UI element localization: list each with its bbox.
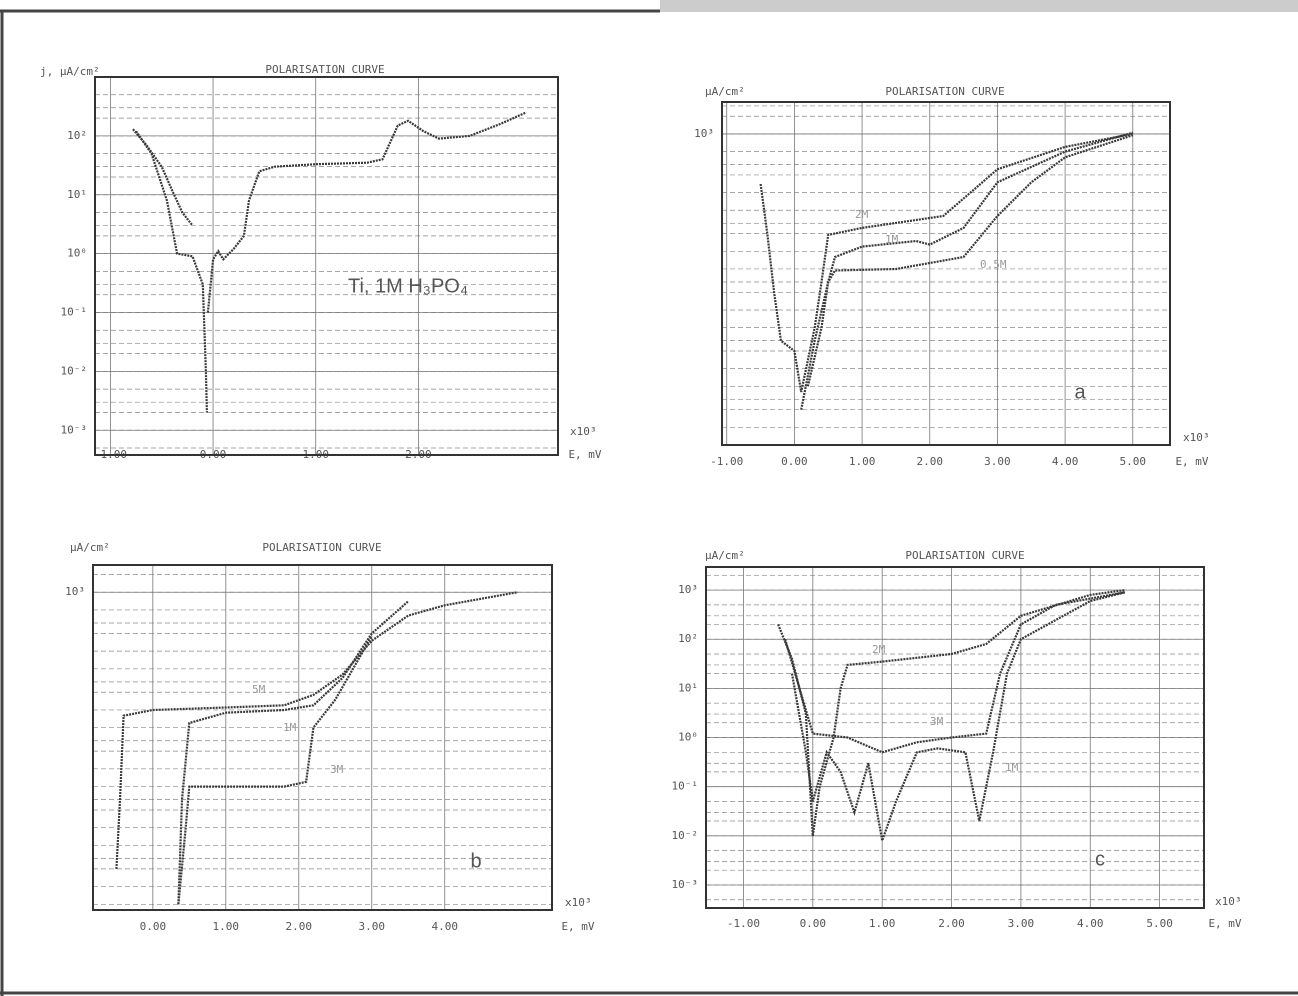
x-axis-label: E, mV <box>1208 917 1241 930</box>
x-tick-label: -1.00 <box>727 917 760 930</box>
curve <box>115 591 518 869</box>
series-label: 2M <box>872 643 886 656</box>
plot-frame <box>94 76 559 456</box>
y-tick-label: 10¹ <box>67 188 87 201</box>
plot-frame <box>721 101 1171 446</box>
series-label: 1M <box>885 233 899 246</box>
x-tick-label: 2.00 <box>917 455 944 468</box>
x-tick-label: 1.00 <box>869 917 896 930</box>
x-multiplier: x10³ <box>1215 895 1242 908</box>
x-tick-label: 3.00 <box>984 455 1011 468</box>
y-axis-label: μA/cm² <box>70 541 110 554</box>
annotation: b <box>470 850 481 872</box>
x-tick-label: -1.00 <box>710 455 743 468</box>
series-label: 2M <box>855 208 869 221</box>
curve <box>784 591 1126 754</box>
x-tick-label: 2.00 <box>938 917 965 930</box>
y-tick-label: 10³ <box>65 585 85 598</box>
x-tick-label: 2.00 <box>286 920 313 933</box>
y-tick-label: 10¹ <box>678 681 698 694</box>
curve <box>759 132 1134 393</box>
y-tick-label: 10⁻² <box>61 364 88 377</box>
y-tick-label: 10⁻¹ <box>61 306 88 319</box>
x-tick-label: 4.00 <box>1077 917 1104 930</box>
annotation: c <box>1095 848 1105 870</box>
x-tick-label: 4.00 <box>431 920 458 933</box>
chart-title: POLARISATION CURVE <box>885 85 1004 98</box>
x-axis-label: E, mV <box>1175 455 1208 468</box>
series-label: 0.5M <box>980 258 1007 271</box>
y-tick-label: 10⁻² <box>672 829 699 842</box>
x-tick-label: 1.00 <box>849 455 876 468</box>
x-tick-label: 3.00 <box>359 920 386 933</box>
y-axis-label: μA/cm² <box>705 85 745 98</box>
annotation: Ti, 1M H₃PO₄ <box>348 275 468 297</box>
scan-strip <box>660 0 1298 12</box>
curve <box>177 635 373 905</box>
y-axis-label: j, μA/cm² <box>40 65 100 78</box>
chart-title: POLARISATION CURVE <box>905 549 1024 562</box>
x-axis-label: E, mV <box>561 920 594 933</box>
x-tick-label: 0.00 <box>140 920 167 933</box>
y-tick-label: 10⁻¹ <box>672 780 699 793</box>
series-label: 3M <box>330 763 344 776</box>
x-multiplier: x10³ <box>565 896 592 909</box>
y-tick-label: 10³ <box>694 127 714 140</box>
x-tick-label: 5.00 <box>1120 455 1147 468</box>
y-tick-label: 10⁰ <box>678 731 698 744</box>
x-tick-label: 0.00 <box>781 455 808 468</box>
annotation: a <box>1074 381 1086 403</box>
series-label: 1M <box>283 721 297 734</box>
x-axis-label: E, mV <box>568 448 601 461</box>
x-tick-label: 0.00 <box>800 917 827 930</box>
curve <box>177 600 409 905</box>
x-multiplier: x10³ <box>570 425 597 438</box>
x-tick-label: 3.00 <box>1008 917 1035 930</box>
plot-frame <box>92 564 553 911</box>
curve <box>132 111 527 413</box>
y-axis-label: μA/cm² <box>705 549 745 562</box>
x-multiplier: x10³ <box>1183 431 1210 444</box>
plot-frame <box>705 566 1205 909</box>
series-label: 1M <box>1005 761 1019 774</box>
y-tick-label: 10⁻³ <box>61 423 88 436</box>
series-label: 3M <box>930 715 944 728</box>
y-tick-label: 10³ <box>678 583 698 596</box>
curve <box>777 589 1126 836</box>
y-tick-label: 10⁰ <box>67 247 87 260</box>
y-tick-label: 10² <box>678 632 698 645</box>
x-tick-label: 1.00 <box>213 920 240 933</box>
x-tick-label: 5.00 <box>1146 917 1173 930</box>
x-tick-label: 4.00 <box>1052 455 1079 468</box>
y-tick-label: 10² <box>67 129 87 142</box>
curve <box>800 131 1134 410</box>
curve <box>790 591 1126 845</box>
series-label: 5M <box>252 683 266 696</box>
y-tick-label: 10⁻³ <box>672 878 699 891</box>
chart-title: POLARISATION CURVE <box>265 63 384 76</box>
chart-title: POLARISATION CURVE <box>262 541 381 554</box>
